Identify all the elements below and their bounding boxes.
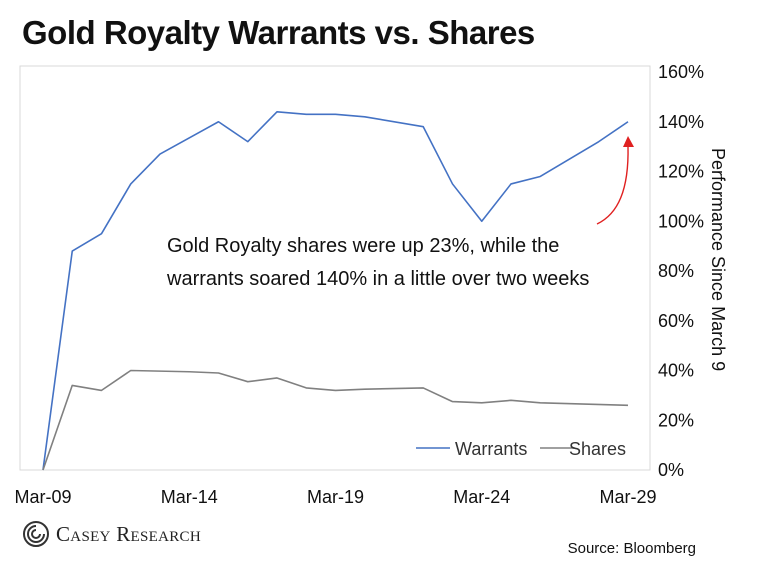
x-tick-label: Mar-09 — [14, 487, 71, 507]
x-tick-label: Mar-24 — [453, 487, 510, 507]
x-tick-label: Mar-14 — [161, 487, 218, 507]
y-tick-label: 120% — [658, 162, 704, 182]
annotation-text-line2: warrants soared 140% in a little over tw… — [166, 268, 589, 290]
y-tick-label: 20% — [658, 410, 694, 430]
y-tick-label: 60% — [658, 311, 694, 331]
annotation-text-line1: Gold Royalty shares were up 23%, while t… — [167, 235, 559, 257]
chart-title: Gold Royalty Warrants vs. Shares — [22, 14, 535, 51]
logo-text: Casey Research — [56, 521, 201, 546]
annotation-arrow — [596, 145, 629, 225]
y-axis-label: Performance Since March 9 — [708, 148, 728, 371]
line-chart: 0% 20% 40% 60% 80% 100% 120% 140% 160% Mar-09 Mar-… — [14, 62, 728, 507]
plot-area-frame — [19, 65, 651, 471]
series-line-warrants — [42, 111, 629, 471]
series-layer — [42, 111, 629, 471]
series-line-shares — [42, 369, 629, 471]
y-tick-label: 140% — [658, 112, 704, 132]
legend-label-shares: Shares — [569, 439, 626, 459]
legend: Warrants Shares — [416, 439, 626, 459]
casey-spiral-icon — [23, 521, 49, 547]
annotation-arrowhead — [623, 136, 634, 147]
y-tick-label: 160% — [658, 62, 704, 82]
axes-layer: 0% 20% 40% 60% 80% 100% 120% 140% 160% Mar-09 Mar-… — [14, 62, 704, 507]
y-tick-label: 0% — [658, 460, 684, 480]
x-tick-label: Mar-29 — [599, 487, 656, 507]
casey-research-logo: Casey Research — [22, 520, 201, 548]
y-tick-label: 100% — [658, 211, 704, 231]
y-tick-label: 80% — [658, 261, 694, 281]
annotation-layer: Gold Royalty shares were up 23%, while t… — [166, 136, 634, 290]
legend-label-warrants: Warrants — [455, 439, 527, 459]
y-tick-label: 40% — [658, 361, 694, 381]
source-note: Source: Bloomberg — [567, 540, 696, 557]
x-tick-label: Mar-19 — [307, 487, 364, 507]
